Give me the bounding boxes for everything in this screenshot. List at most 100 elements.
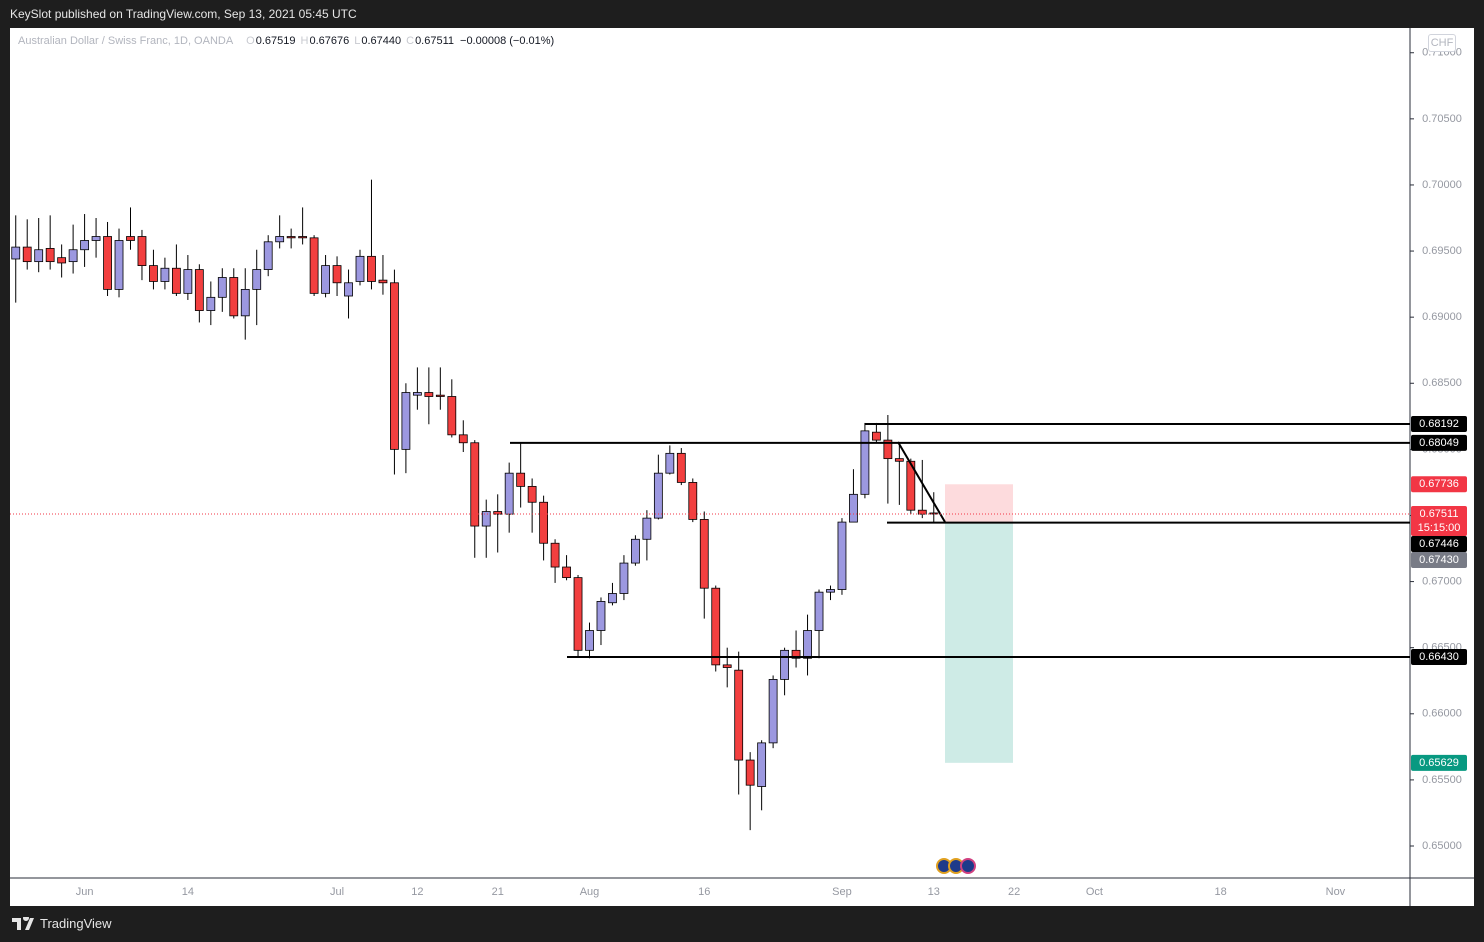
ohlc-value: 0.67440: [361, 35, 402, 47]
candle-body: [206, 296, 216, 311]
candle-body: [894, 458, 904, 462]
candle-body: [22, 246, 32, 263]
publish-info: KeySlot published on TradingView.com, Se…: [10, 7, 357, 21]
price-tag-label: 0.68049: [1419, 437, 1459, 449]
candle-body: [126, 236, 135, 241]
y-tick-label: 0.67000: [1422, 575, 1462, 587]
price-tag-label: 0.67511: [1420, 508, 1459, 520]
candle-body: [252, 269, 262, 290]
currency-badge[interactable]: CHF: [1428, 34, 1456, 52]
candle-body: [573, 577, 583, 651]
price-tag: 0.67736: [1411, 476, 1467, 493]
event-icon: [960, 858, 976, 874]
logo: [12, 916, 34, 930]
candle-body: [160, 267, 170, 282]
x-tick-label: Jul: [330, 886, 344, 898]
x-tick-label: Nov: [1326, 886, 1346, 898]
ohlc-key: L: [354, 35, 361, 47]
price-change: −0.00008 (−0.01%): [460, 35, 555, 47]
candle-body: [826, 589, 835, 593]
price-tag: 0.67446: [1411, 536, 1467, 553]
candle-body: [527, 485, 537, 503]
price-tag-label: 0.67736: [1419, 478, 1459, 490]
candle-body: [791, 649, 801, 659]
candle-body: [470, 442, 480, 527]
price-tag: 0.65629: [1411, 754, 1467, 771]
ohlc-value: 0.67676: [309, 35, 350, 47]
candle-body: [562, 566, 571, 579]
brand: TradingView: [40, 916, 112, 931]
y-tick-label: 0.65000: [1422, 840, 1462, 852]
candle-body: [68, 249, 78, 263]
trend-line: [897, 441, 946, 523]
candle-body: [11, 246, 21, 260]
candle-body: [240, 288, 250, 317]
candle-body: [183, 269, 193, 294]
candle-body: [837, 521, 847, 590]
x-tick-label: 18: [1215, 886, 1227, 898]
candle-body: [745, 759, 755, 786]
candle-body: [929, 512, 939, 515]
target-zone: [945, 522, 1013, 763]
candle-body: [137, 236, 147, 266]
price-tag-box: [1411, 754, 1467, 771]
candle-body: [57, 257, 67, 264]
symbol-name: Australian Dollar / Swiss Franc, 1D, OAN…: [18, 35, 234, 47]
price-tag: 0.67430: [1411, 552, 1467, 569]
footer: TradingView: [12, 916, 112, 931]
price-tag-label: 0.67446: [1419, 538, 1459, 550]
candle-body: [424, 392, 434, 397]
candle-body: [653, 472, 663, 519]
price-tag-label: 0.67430: [1419, 554, 1459, 566]
candle-body: [194, 269, 204, 311]
price-tag: 0.67511 15:15:00: [1411, 506, 1467, 537]
y-tick-label: 0.66000: [1422, 708, 1462, 720]
candle-body: [871, 431, 881, 441]
candle-body: [321, 265, 330, 294]
candle-body: [516, 472, 526, 487]
price-tag-box: [1411, 536, 1467, 553]
candle-body: [757, 742, 767, 787]
candle-body: [596, 601, 606, 631]
candle-body: [286, 236, 296, 239]
chart-background: [10, 28, 1474, 906]
candle-body: [378, 279, 388, 284]
candle-body: [171, 267, 181, 294]
candle-body: [631, 538, 640, 564]
candle-body: [263, 241, 273, 270]
candle-body: [217, 277, 227, 298]
x-tick-label: 12: [411, 886, 423, 898]
x-tick-label: 22: [1008, 886, 1020, 898]
x-tick-label: 14: [182, 886, 194, 898]
candle-body: [332, 265, 342, 284]
price-tag-label: 0.66430: [1419, 651, 1459, 663]
ohlc-key: C: [406, 35, 415, 47]
symbol-legend: Australian Dollar / Swiss Franc, 1D, OAN…: [18, 35, 554, 47]
candle-body: [149, 265, 158, 282]
candle-body: [275, 236, 285, 243]
price-tag-box: [1411, 648, 1467, 665]
y-tick-label: 0.69500: [1422, 245, 1462, 257]
candle-body: [860, 430, 870, 495]
candle-body: [344, 282, 353, 297]
candle-body: [642, 517, 652, 540]
candle-body: [367, 255, 376, 282]
candle-body: [688, 482, 698, 520]
candle-body: [585, 630, 594, 651]
candle-body: [906, 460, 916, 511]
y-tick-label: 0.65500: [1422, 774, 1462, 786]
candle-body: [481, 511, 491, 527]
y-tick-label: 0.70500: [1422, 113, 1462, 125]
x-tick-label: Oct: [1086, 886, 1103, 898]
x-tick-label: 21: [492, 886, 504, 898]
x-tick-label: Sep: [832, 886, 852, 898]
x-tick-label: 16: [698, 886, 710, 898]
candle-body: [814, 591, 824, 631]
price-tag: 0.66430: [1411, 648, 1467, 665]
price-tag-label: 0.65629: [1419, 757, 1459, 769]
candle-body: [539, 501, 549, 544]
event-icons: [936, 858, 976, 874]
candle-body: [676, 452, 686, 483]
ohlc-value: 0.67519: [255, 35, 296, 47]
